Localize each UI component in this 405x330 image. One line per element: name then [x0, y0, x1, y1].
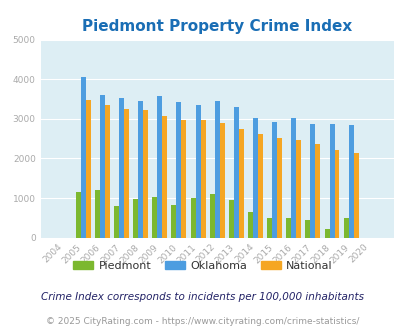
Bar — [238, 129, 243, 238]
Text: Crime Index corresponds to incidents per 100,000 inhabitants: Crime Index corresponds to incidents per… — [41, 292, 364, 302]
Bar — [181, 120, 186, 238]
Bar — [190, 198, 195, 238]
Bar — [228, 200, 233, 238]
Bar — [252, 118, 257, 238]
Bar — [76, 192, 81, 238]
Bar — [290, 118, 296, 238]
Bar — [271, 122, 277, 238]
Bar — [209, 194, 214, 238]
Bar — [310, 123, 315, 238]
Bar — [296, 140, 301, 238]
Bar — [286, 218, 290, 238]
Bar — [100, 95, 104, 238]
Bar — [152, 197, 157, 238]
Bar — [348, 125, 353, 238]
Bar — [85, 100, 90, 238]
Bar — [171, 205, 176, 238]
Bar — [124, 109, 129, 238]
Title: Piedmont Property Crime Index: Piedmont Property Crime Index — [82, 19, 352, 34]
Bar — [119, 98, 124, 238]
Bar — [214, 101, 219, 238]
Bar — [305, 220, 310, 238]
Bar — [200, 120, 205, 238]
Bar — [329, 123, 334, 238]
Bar — [247, 212, 252, 238]
Bar — [133, 199, 138, 238]
Bar — [266, 218, 271, 238]
Text: © 2025 CityRating.com - https://www.cityrating.com/crime-statistics/: © 2025 CityRating.com - https://www.city… — [46, 317, 359, 326]
Bar — [334, 150, 339, 238]
Bar — [138, 101, 143, 238]
Bar — [81, 77, 85, 238]
Bar — [343, 218, 348, 238]
Bar — [104, 105, 110, 238]
Bar — [157, 96, 162, 238]
Bar — [233, 107, 238, 238]
Bar — [324, 229, 329, 238]
Bar — [176, 102, 181, 238]
Bar — [114, 206, 119, 238]
Bar — [95, 190, 100, 238]
Legend: Piedmont, Oklahoma, National: Piedmont, Oklahoma, National — [68, 256, 337, 275]
Bar — [195, 105, 200, 238]
Bar — [219, 123, 224, 238]
Bar — [257, 134, 262, 238]
Bar — [277, 138, 281, 238]
Bar — [353, 153, 358, 238]
Bar — [143, 111, 148, 238]
Bar — [162, 116, 167, 238]
Bar — [315, 144, 320, 238]
